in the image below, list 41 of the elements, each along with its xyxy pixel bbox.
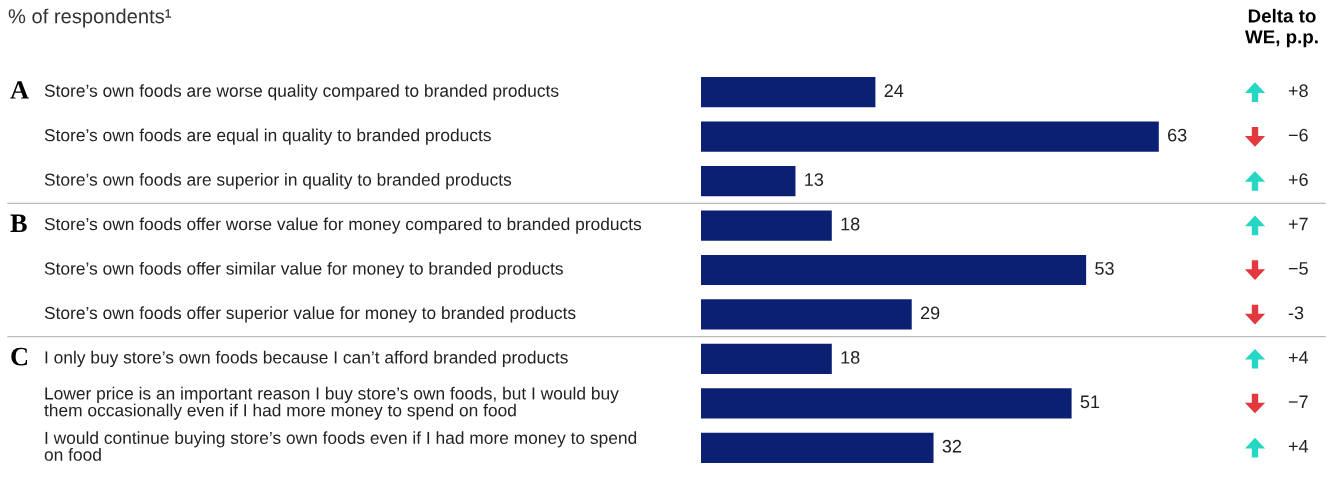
text: B <box>10 214 27 232</box>
y-tick-label: Store’s own foods are superior in quality to branded products <box>44 173 512 190</box>
bar <box>701 166 796 197</box>
y-tick-label: Store’s own foods offer superior value for money to branded products <box>44 306 576 323</box>
bar <box>701 432 934 463</box>
y-tick-label: Store’s own foods are worse quality compared to branded products <box>44 84 559 101</box>
data-label: 24 <box>884 84 904 97</box>
bar <box>701 299 912 330</box>
bar <box>701 388 1072 419</box>
bar <box>701 77 876 108</box>
text: +4 <box>1288 440 1309 453</box>
data-label: 13 <box>805 173 824 186</box>
y-tick-label: I would continue buying store’s own foods even if I had more money to spend on food <box>44 431 637 461</box>
y-tick-label: I only buy store’s own foods because I can’t afford branded products <box>45 350 568 367</box>
bar <box>701 343 832 374</box>
text: C <box>11 347 28 366</box>
y-tick-label: Store’s own foods are equal in quality to branded products <box>44 128 491 145</box>
data-label: 51 <box>1080 395 1100 409</box>
data-label: 18 <box>841 350 860 364</box>
bar <box>701 210 832 241</box>
bar <box>701 254 1087 286</box>
data-label: 63 <box>1168 128 1187 142</box>
text: A <box>10 81 29 99</box>
text: +8 <box>1288 84 1308 98</box>
y-tick-label: Store’s own foods offer worse value for money compared to branded products <box>44 217 642 234</box>
y-tick-label: Lower price is an important reason I buy store’s own foods, but I would buy them occasionally even if I had more money to spend on food <box>44 386 619 420</box>
text: −7 <box>1288 395 1308 408</box>
data-label: 53 <box>1095 262 1114 275</box>
text: +6 <box>1288 173 1308 186</box>
text: +4 <box>1288 351 1309 364</box>
bar <box>701 121 1159 152</box>
data-label: 32 <box>942 439 962 453</box>
text: % of respondents¹ <box>8 8 171 28</box>
text: +7 <box>1288 217 1308 231</box>
text: -3 <box>1288 306 1304 320</box>
text: Delta to WE, p.p. <box>1245 8 1318 48</box>
text: −6 <box>1288 128 1308 142</box>
y-tick-label: Store’s own foods offer similar value for money to branded products <box>44 261 563 279</box>
data-label: 18 <box>841 217 860 231</box>
data-label: 29 <box>920 306 940 320</box>
text: −5 <box>1288 262 1308 275</box>
